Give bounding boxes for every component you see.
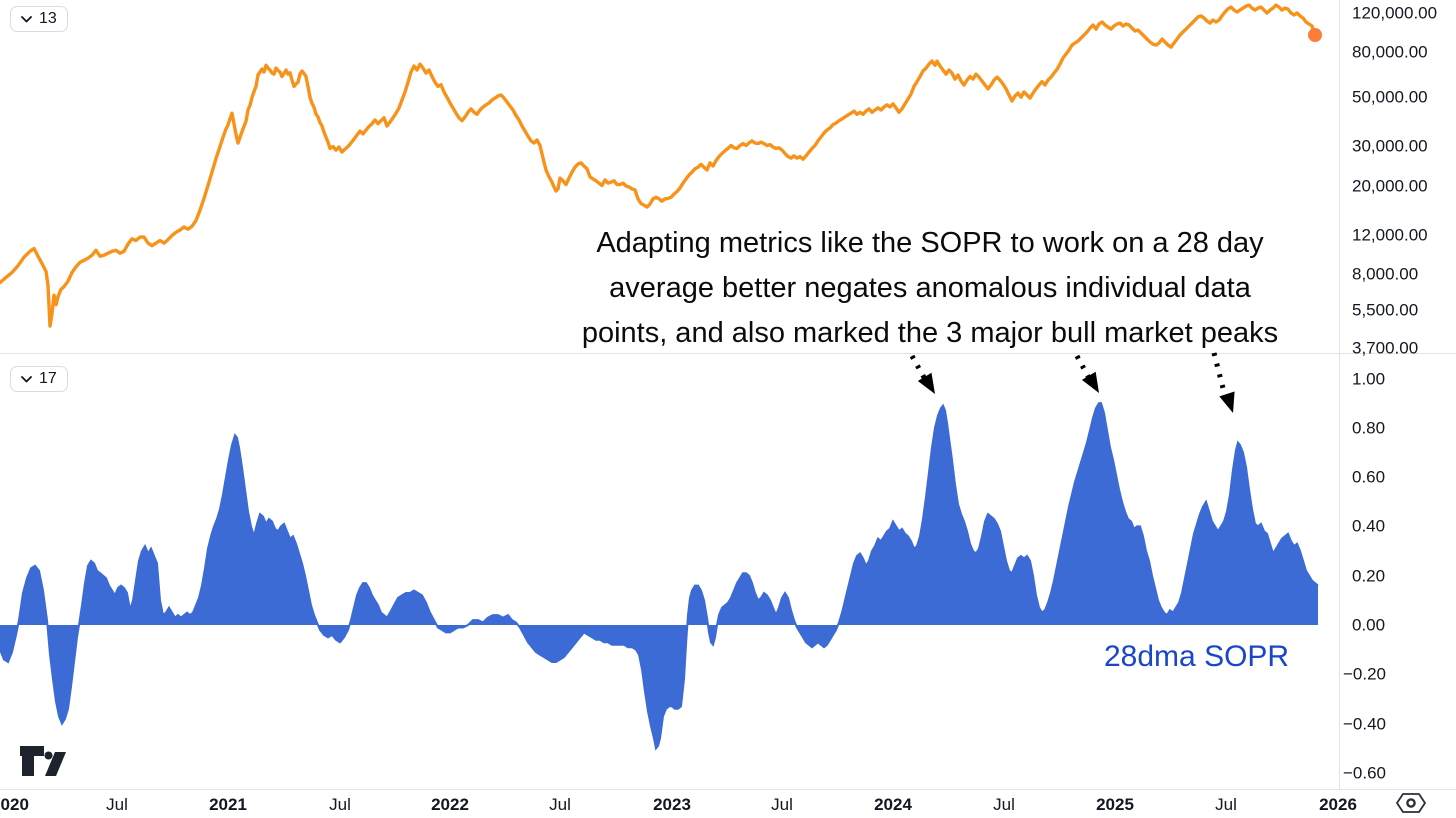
price-axis-tick: 50,000.00 [1352, 87, 1428, 107]
sopr-axis-tick: 0.40 [1352, 516, 1386, 536]
price-axis-tick: 12,000.00 [1352, 225, 1428, 245]
annotation-line-2: average better negates anomalous individ… [609, 272, 1251, 304]
price-axis-tick: 30,000.00 [1352, 136, 1428, 156]
time-axis-tick: Jul [771, 795, 793, 814]
price-last-value-dot [1308, 28, 1322, 42]
time-axis-divider [0, 789, 1456, 790]
time-axis-tick: Jul [549, 795, 571, 814]
time-axis-tick: 2024 [874, 795, 912, 814]
time-axis-tick: 2022 [431, 795, 469, 814]
price-axis-tick: 20,000.00 [1352, 176, 1428, 196]
time-axis-tick: Jul [1215, 795, 1237, 814]
pane-divider[interactable] [0, 353, 1456, 354]
price-axis-tick: 80,000.00 [1352, 42, 1428, 62]
sopr-axis-tick: −0.20 [1343, 664, 1387, 684]
time-axis-tick: 2023 [653, 795, 691, 814]
annotation-line-1: Adapting metrics like the SOPR to work o… [596, 227, 1264, 259]
sopr-axis-tick: 0.20 [1352, 566, 1386, 586]
price-line-series [0, 3, 1317, 328]
time-axis-tick: Jul [993, 795, 1015, 814]
sopr-axis-tick: 0.60 [1352, 467, 1386, 487]
price-axis-tick: 120,000.00 [1352, 3, 1438, 23]
sopr-axis-tick: −0.60 [1343, 763, 1387, 783]
price-axis-divider [1339, 0, 1340, 789]
time-axis-tick: 2021 [209, 795, 247, 814]
sopr-axis-tick: 1.00 [1352, 369, 1386, 389]
chevron-down-icon [21, 15, 32, 22]
time-axis-tick: 2026 [1319, 795, 1357, 814]
sopr-axis-tick: 0.00 [1352, 615, 1386, 635]
sopr-area-series [0, 403, 1318, 749]
tradingview-logo[interactable] [18, 744, 68, 778]
time-axis-tick: Jul [329, 795, 351, 814]
sopr-axis-tick: −0.40 [1343, 714, 1387, 734]
time-axis-tick: 2020 [0, 795, 29, 814]
sopr-axis-tick: 0.80 [1352, 418, 1386, 438]
chevron-down-icon [21, 375, 32, 382]
annotation-text: Adapting metrics like the SOPR to work o… [460, 221, 1400, 356]
time-axis-tick: 2025 [1096, 795, 1134, 814]
price-axis-tick: 5,500.00 [1352, 300, 1419, 320]
price-axis-tick: 8,000.00 [1352, 264, 1419, 284]
price-pane-indicator-badge[interactable]: 13 [10, 6, 68, 32]
sopr-pane-indicator-count: 17 [39, 370, 57, 387]
sopr-pane-indicator-badge[interactable]: 17 [10, 366, 68, 392]
sopr-series-label: 28dma SOPR [1104, 640, 1290, 673]
price-axis-tick: 3,700.00 [1352, 338, 1419, 358]
price-pane-indicator-count: 13 [39, 10, 57, 27]
sopr-edge-line [0, 402, 1319, 751]
time-axis-tick: Jul [106, 795, 128, 814]
eye-icon[interactable] [1394, 790, 1428, 816]
annotation-line-3: points, and also marked the 3 major bull… [581, 317, 1279, 349]
